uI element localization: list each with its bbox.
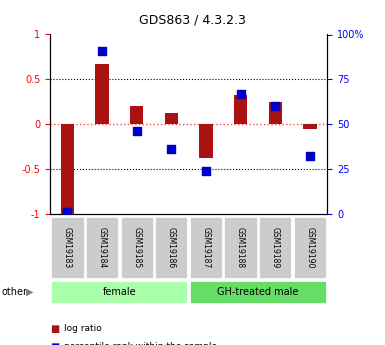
- Text: GSM19190: GSM19190: [305, 227, 315, 268]
- Bar: [95, 64, 109, 124]
- Bar: [303, 124, 316, 129]
- Bar: [234, 95, 247, 124]
- Text: ▶: ▶: [26, 287, 33, 297]
- Point: [307, 154, 313, 159]
- Bar: [199, 124, 213, 158]
- Text: GDS863 / 4.3.2.3: GDS863 / 4.3.2.3: [139, 14, 246, 27]
- Text: GSM19188: GSM19188: [236, 227, 245, 268]
- Point: [272, 104, 278, 109]
- Point: [238, 91, 244, 97]
- Text: female: female: [102, 287, 136, 297]
- Bar: [165, 112, 178, 124]
- Point: [134, 129, 140, 134]
- Bar: [269, 102, 282, 124]
- Text: GSM19189: GSM19189: [271, 227, 280, 268]
- Text: ■: ■: [50, 324, 59, 334]
- Point: [64, 209, 70, 215]
- Text: percentile rank within the sample: percentile rank within the sample: [64, 342, 217, 345]
- Bar: [130, 106, 143, 124]
- Text: GSM19183: GSM19183: [63, 227, 72, 268]
- Text: GSM19186: GSM19186: [167, 227, 176, 268]
- Text: GH-treated male: GH-treated male: [217, 287, 299, 297]
- Text: GSM19185: GSM19185: [132, 227, 141, 268]
- Text: GSM19184: GSM19184: [97, 227, 107, 268]
- Text: GSM19187: GSM19187: [201, 227, 211, 268]
- Point: [168, 147, 174, 152]
- Text: ■: ■: [50, 342, 59, 345]
- Point: [203, 168, 209, 174]
- Bar: [61, 124, 74, 214]
- Text: other: other: [2, 287, 28, 297]
- Text: log ratio: log ratio: [64, 324, 101, 333]
- Point: [99, 48, 105, 53]
